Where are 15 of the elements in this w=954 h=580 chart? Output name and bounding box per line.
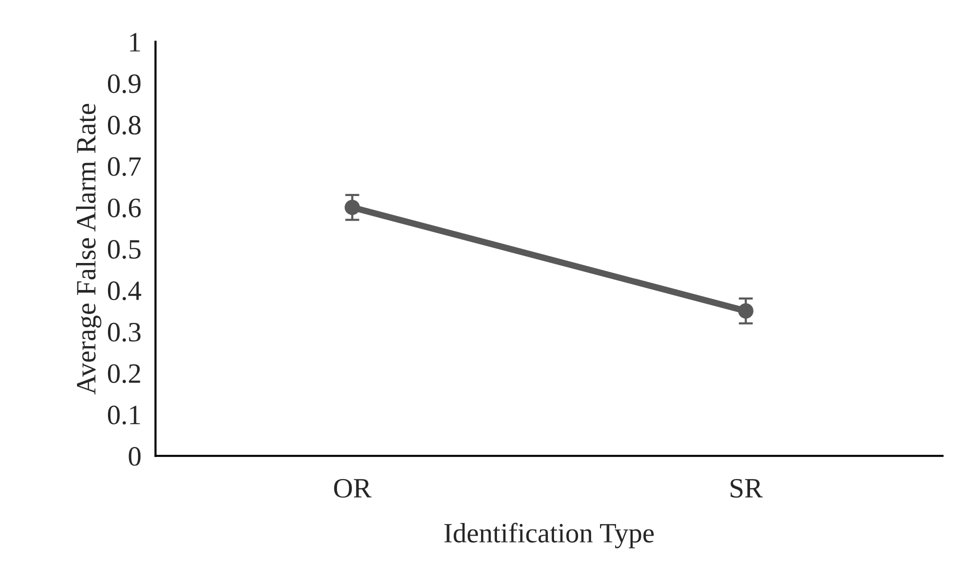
y-tick-label: 0.9 bbox=[108, 74, 140, 94]
y-tick-label: 0.3 bbox=[108, 322, 141, 342]
y-tick-label: 0.1 bbox=[108, 406, 140, 424]
y-tick-label: 1 bbox=[130, 33, 140, 52]
x-tick-label: SR bbox=[730, 478, 763, 498]
y-tick-label: 0 bbox=[128, 447, 141, 466]
y-tick-label: 0.5 bbox=[108, 240, 141, 259]
x-axis-title: Identification Type bbox=[444, 522, 654, 548]
y-axis-title: Average False Alarm Rate bbox=[76, 104, 102, 394]
y-tick-label: 0.4 bbox=[108, 281, 142, 300]
y-tick-label: 0.8 bbox=[108, 116, 141, 135]
y-tick-label: 0.6 bbox=[108, 198, 141, 218]
x-tick-label: OR bbox=[334, 478, 372, 498]
y-tick-label: 0.2 bbox=[108, 364, 140, 384]
y-tick-label: 0.7 bbox=[108, 157, 141, 176]
